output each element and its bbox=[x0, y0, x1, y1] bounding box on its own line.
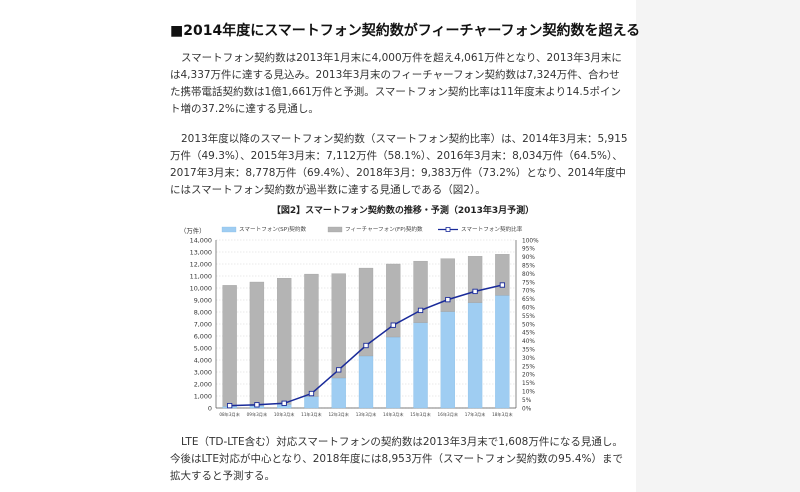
y-tick-label: 7,000 bbox=[194, 321, 212, 329]
legend-label-ratio: スマートフォン契約比率 bbox=[461, 225, 523, 233]
x-tick-label: 12年3月末 bbox=[328, 411, 349, 418]
legend-swatch-featurephone bbox=[327, 226, 343, 233]
y2-tick-label: 85% bbox=[522, 264, 535, 270]
y-tick-label: 14,000 bbox=[190, 237, 212, 245]
y-tick-label: 2,000 bbox=[194, 381, 212, 389]
y2-tick-label: 40% bbox=[522, 339, 535, 345]
y-axis-unit: （万件） bbox=[180, 226, 206, 235]
ratio-point bbox=[445, 296, 451, 303]
y2-tick-label: 45% bbox=[522, 331, 535, 337]
y-tick-label: 12,000 bbox=[190, 261, 212, 269]
bar-featurephone bbox=[249, 281, 265, 406]
y2-tick-label: 60% bbox=[522, 306, 535, 312]
legend-label-featurephone: フィーチャーフォン(FP)契約数 bbox=[345, 225, 423, 233]
x-tick-label: 08年3月末 bbox=[219, 411, 240, 418]
bar-smartphone bbox=[413, 322, 428, 409]
x-tick-label: 16年3月末 bbox=[438, 411, 459, 418]
y2-tick-label: 65% bbox=[522, 297, 535, 303]
paragraph-2: 2013年度以降のスマートフォン契約数（スマートフォン契約比率）は、2014年3… bbox=[170, 133, 628, 196]
chart-canvas: 0 1,000 2,000 3,000 4,000 5,000 6,000 7,000 8,00… bbox=[180, 225, 539, 418]
bar-featurephone bbox=[358, 267, 374, 357]
x-tick-label: 18年3月末 bbox=[492, 411, 513, 418]
bar-smartphone bbox=[440, 311, 455, 409]
y-tick-label: 9,000 bbox=[194, 297, 212, 305]
legend-label-smartphone: スマートフォン(SP)契約数 bbox=[239, 225, 306, 233]
y2-tick-label: 0% bbox=[522, 406, 532, 412]
bar-smartphone bbox=[304, 396, 319, 409]
bar-smartphone bbox=[495, 295, 510, 409]
y2-tick-label: 25% bbox=[522, 364, 535, 370]
x-tick-label: 15年3月末 bbox=[410, 411, 431, 418]
ratio-point bbox=[472, 288, 478, 295]
ratio-point bbox=[281, 400, 287, 406]
y2-tick-label: 5% bbox=[522, 398, 532, 404]
bar-featurephone bbox=[386, 263, 401, 338]
legend-swatch-smartphone bbox=[221, 226, 237, 233]
bar-featurephone bbox=[440, 258, 455, 312]
y2-tick-label: 100% bbox=[522, 238, 539, 244]
y2-tick-label: 20% bbox=[522, 373, 535, 379]
y-tick-label: 8,000 bbox=[194, 309, 212, 317]
ratio-point bbox=[390, 322, 396, 328]
y-tick-label: 13,000 bbox=[190, 249, 212, 257]
ratio-point bbox=[254, 402, 260, 408]
y-tick-label: 1,000 bbox=[194, 393, 212, 401]
ratio-point bbox=[499, 282, 506, 288]
ratio-point bbox=[308, 390, 315, 397]
x-tick-label: 14年3月末 bbox=[383, 411, 404, 418]
bar-featurephone bbox=[222, 285, 237, 407]
article-heading: ■2014年度にスマートフォン契約数がフィーチャーフォン契約数を超える bbox=[170, 23, 641, 39]
legend-marker-ratio bbox=[445, 227, 451, 232]
y2-tick-label: 90% bbox=[522, 255, 535, 261]
bar-featurephone bbox=[331, 273, 346, 379]
paragraph-3: LTE（TD-LTE含む）対応スマートフォンの契約数は2013年3月末で1,60… bbox=[170, 436, 624, 482]
ratio-point bbox=[226, 402, 233, 409]
chart-title: 【図2】スマートフォン契約数の推移・予測（2013年3月予測） bbox=[271, 206, 535, 216]
y2-tick-label: 75% bbox=[522, 280, 535, 286]
y-tick-label: 6,000 bbox=[194, 333, 212, 341]
bar-smartphone bbox=[331, 377, 346, 409]
y2-tick-label: 95% bbox=[522, 247, 535, 253]
bar-featurephone bbox=[277, 278, 292, 405]
x-tick-label: 10年3月末 bbox=[274, 411, 295, 418]
y2-tick-label: 10% bbox=[522, 390, 535, 396]
x-tick-label: 13年3月末 bbox=[356, 411, 377, 418]
y-tick-label: 0 bbox=[208, 405, 212, 413]
y2-tick-label: 70% bbox=[522, 289, 535, 295]
y2-tick-label: 55% bbox=[522, 314, 535, 320]
y-tick-label: 3,000 bbox=[194, 369, 212, 377]
bar-featurephone bbox=[495, 254, 510, 296]
bar-smartphone bbox=[467, 302, 483, 409]
y2-tick-label: 80% bbox=[522, 272, 535, 278]
y2-tick-label: 35% bbox=[522, 348, 535, 354]
bar-smartphone bbox=[358, 355, 374, 409]
x-tick-label: 17年3月末 bbox=[465, 411, 486, 418]
bar-featurephone bbox=[467, 256, 483, 303]
ratio-point bbox=[417, 307, 424, 314]
y-tick-label: 10,000 bbox=[190, 285, 212, 293]
right-sidebar bbox=[636, 0, 800, 492]
x-tick-label: 11年3月末 bbox=[301, 411, 322, 418]
x-tick-label: 09年3月末 bbox=[247, 411, 268, 418]
y-tick-label: 11,000 bbox=[190, 273, 212, 281]
y2-tick-label: 15% bbox=[522, 381, 535, 387]
ratio-point bbox=[336, 367, 342, 373]
y2-tick-label: 50% bbox=[522, 322, 535, 328]
bar-featurephone bbox=[413, 260, 428, 323]
article-content: ■2014年度にスマートフォン契約数がフィーチャーフォン契約数を超える スマート… bbox=[170, 0, 641, 492]
bar-featurephone bbox=[304, 273, 319, 397]
y-tick-label: 4,000 bbox=[194, 357, 212, 365]
y-tick-label: 5,000 bbox=[194, 345, 212, 353]
y2-tick-label: 30% bbox=[522, 356, 535, 362]
paragraph-1: スマートフォン契約数は2013年1月末に4,000万件を超え4,061万件となり… bbox=[170, 52, 622, 115]
bar-smartphone bbox=[386, 336, 401, 409]
ratio-point bbox=[363, 342, 369, 349]
smartphone-contracts-chart: 0 1,000 2,000 3,000 4,000 5,000 6,000 7,000 8,00… bbox=[64, 218, 550, 422]
